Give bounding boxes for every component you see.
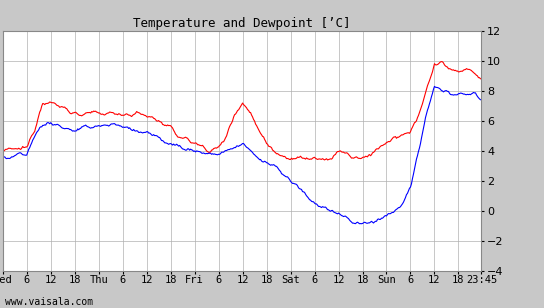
Text: www.vaisala.com: www.vaisala.com [5, 297, 94, 307]
Title: Temperature and Dewpoint [’C]: Temperature and Dewpoint [’C] [133, 17, 351, 30]
